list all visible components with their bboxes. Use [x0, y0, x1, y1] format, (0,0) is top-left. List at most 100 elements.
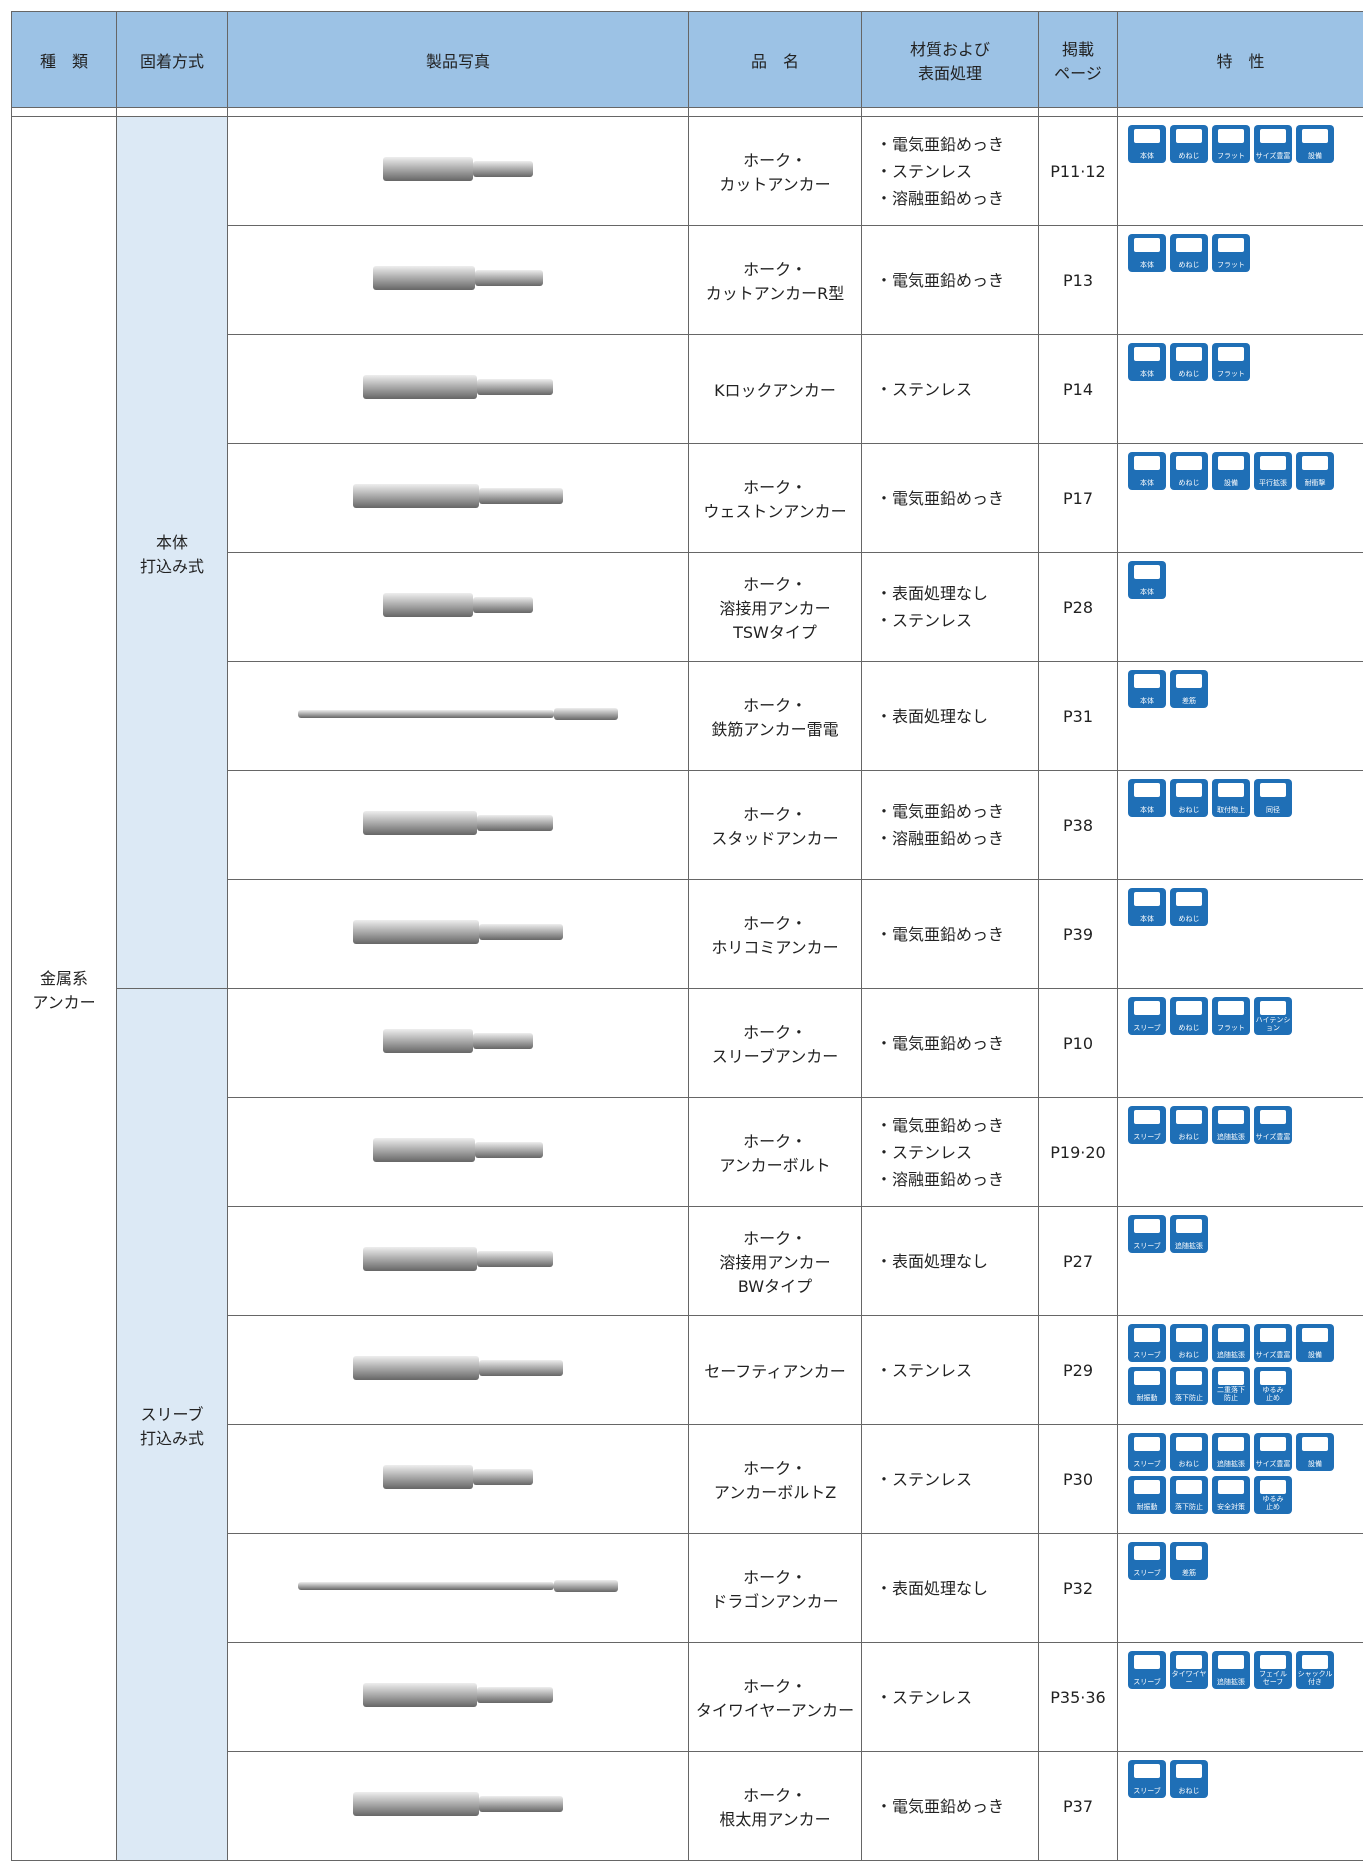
- feature-icon: 本体: [1128, 779, 1166, 817]
- feature-icon: 安全対策: [1212, 1476, 1250, 1514]
- photo-cell: [228, 335, 689, 444]
- product-photo: [258, 793, 658, 853]
- material: ・表面処理なし: [876, 1248, 1038, 1275]
- photo-cell: [228, 771, 689, 880]
- spacer-cell: [689, 108, 862, 117]
- header-cell: 種 類: [12, 12, 117, 108]
- material: ・ステンレス: [876, 607, 1038, 634]
- feature-cell: 本体おねじ取付物上同径: [1118, 771, 1363, 880]
- material: ・溶融亜鉛めっき: [876, 1166, 1038, 1193]
- product-row: 金属系 アンカー本体 打込み式 ホーク・ カットアンカー・電気亜鉛めっき・ステン…: [12, 117, 1363, 226]
- feature-icon: フラット: [1212, 234, 1250, 272]
- feature-icon: 設備: [1212, 452, 1250, 490]
- feature-icon: サイズ豊富: [1254, 1324, 1292, 1362]
- material: ・溶融亜鉛めっき: [876, 185, 1038, 212]
- page-ref: P17: [1039, 444, 1118, 553]
- page: 種 類固着方式製品写真品 名材質および 表面処理掲載 ページ特 性 金属系 アン…: [0, 0, 1363, 1737]
- feature-cell: 本体めねじフラット: [1118, 335, 1363, 444]
- material: ・電気亜鉛めっき: [876, 267, 1038, 294]
- table-body: 金属系 アンカー本体 打込み式 ホーク・ カットアンカー・電気亜鉛めっき・ステン…: [12, 108, 1363, 1861]
- feature-icon: 同径: [1254, 779, 1292, 817]
- feature-icon: 二重落下 防止: [1212, 1367, 1250, 1405]
- material-cell: ・表面処理なし: [862, 1534, 1039, 1643]
- feature-icon: めねじ: [1170, 343, 1208, 381]
- feature-icon: サイズ豊富: [1254, 1106, 1292, 1144]
- product-name: ホーク・ アンカーボルト: [689, 1098, 862, 1207]
- material-cell: ・電気亜鉛めっき: [862, 444, 1039, 553]
- material: ・ステンレス: [876, 376, 1038, 403]
- feature-cell: スリーブおねじ追随拡張サイズ豊富: [1118, 1098, 1363, 1207]
- material-cell: ・電気亜鉛めっき: [862, 226, 1039, 335]
- feature-icon: めねじ: [1170, 234, 1208, 272]
- feature-icon: 本体: [1128, 670, 1166, 708]
- feature-icon: 耐振動: [1128, 1476, 1166, 1514]
- material-cell: ・ステンレス: [862, 335, 1039, 444]
- page-ref: P31: [1039, 662, 1118, 771]
- spacer-cell: [117, 108, 228, 117]
- material-cell: ・電気亜鉛めっき: [862, 1752, 1039, 1861]
- feature-icon: スリーブ: [1128, 1651, 1166, 1689]
- product-name: ホーク・ カットアンカーR型: [689, 226, 862, 335]
- feature-cell: 本体: [1118, 553, 1363, 662]
- feature-icon: ゆるみ 止め: [1254, 1476, 1292, 1514]
- feature-cell: スリーブ差筋: [1118, 1534, 1363, 1643]
- feature-icon: おねじ: [1170, 1433, 1208, 1471]
- product-photo: [258, 575, 658, 635]
- feature-icon: 設備: [1296, 1433, 1334, 1471]
- photo-cell: [228, 989, 689, 1098]
- product-name: ホーク・ アンカーボルトZ: [689, 1425, 862, 1534]
- product-name: ホーク・ スタッドアンカー: [689, 771, 862, 880]
- material-cell: ・表面処理なし・ステンレス: [862, 553, 1039, 662]
- page-ref: P35·36: [1039, 1643, 1118, 1752]
- feature-icon: シャックル付き: [1296, 1651, 1334, 1689]
- feature-icon: おねじ: [1170, 1106, 1208, 1144]
- material-cell: ・表面処理なし: [862, 662, 1039, 771]
- product-photo: [258, 139, 658, 199]
- method-cell: 本体 打込み式: [117, 117, 228, 989]
- feature-cell: 本体差筋: [1118, 662, 1363, 771]
- product-photo: [258, 684, 658, 744]
- page-ref: P29: [1039, 1316, 1118, 1425]
- page-ref: P14: [1039, 335, 1118, 444]
- product-name: セーフティアンカー: [689, 1316, 862, 1425]
- anchor-table: 種 類固着方式製品写真品 名材質および 表面処理掲載 ページ特 性 金属系 アン…: [11, 11, 1363, 1861]
- photo-cell: [228, 444, 689, 553]
- feature-icon: 取付物上: [1212, 779, 1250, 817]
- feature-icon: 追随拡張: [1170, 1215, 1208, 1253]
- feature-icon: 追随拡張: [1212, 1651, 1250, 1689]
- material: ・電気亜鉛めっき: [876, 798, 1038, 825]
- material: ・ステンレス: [876, 1357, 1038, 1384]
- material-cell: ・表面処理なし: [862, 1207, 1039, 1316]
- feature-icon: めねじ: [1170, 452, 1208, 490]
- feature-icon: フラット: [1212, 343, 1250, 381]
- product-name: ホーク・ 溶接用アンカー TSWタイプ: [689, 553, 862, 662]
- header-row: 種 類固着方式製品写真品 名材質および 表面処理掲載 ページ特 性: [12, 12, 1363, 108]
- product-name: ホーク・ 溶接用アンカー BWタイプ: [689, 1207, 862, 1316]
- header-cell: 品 名: [689, 12, 862, 108]
- material: ・電気亜鉛めっき: [876, 1112, 1038, 1139]
- header-cell: 掲載 ページ: [1039, 12, 1118, 108]
- photo-cell: [228, 1425, 689, 1534]
- material-cell: ・電気亜鉛めっき・ステンレス・溶融亜鉛めっき: [862, 117, 1039, 226]
- feature-icon: めねじ: [1170, 888, 1208, 926]
- feature-icon: 追随拡張: [1212, 1433, 1250, 1471]
- feature-icon: めねじ: [1170, 997, 1208, 1035]
- spacer-row: [12, 108, 1363, 117]
- photo-cell: [228, 1534, 689, 1643]
- feature-icon: 耐振動: [1128, 1367, 1166, 1405]
- feature-icon: ハイテンション: [1254, 997, 1292, 1035]
- material: ・ステンレス: [876, 1466, 1038, 1493]
- product-name: ホーク・ 鉄筋アンカー雷電: [689, 662, 862, 771]
- product-name: ホーク・ タイワイヤーアンカー: [689, 1643, 862, 1752]
- feature-icon: 設備: [1296, 1324, 1334, 1362]
- feature-icon: スリーブ: [1128, 1106, 1166, 1144]
- material: ・溶融亜鉛めっき: [876, 825, 1038, 852]
- material: ・電気亜鉛めっき: [876, 921, 1038, 948]
- feature-icon: スリーブ: [1128, 1215, 1166, 1253]
- feature-icon: おねじ: [1170, 1324, 1208, 1362]
- feature-icon: 本体: [1128, 125, 1166, 163]
- product-name: ホーク・ ホリコミアンカー: [689, 880, 862, 989]
- feature-icon: 追随拡張: [1212, 1324, 1250, 1362]
- material: ・電気亜鉛めっき: [876, 485, 1038, 512]
